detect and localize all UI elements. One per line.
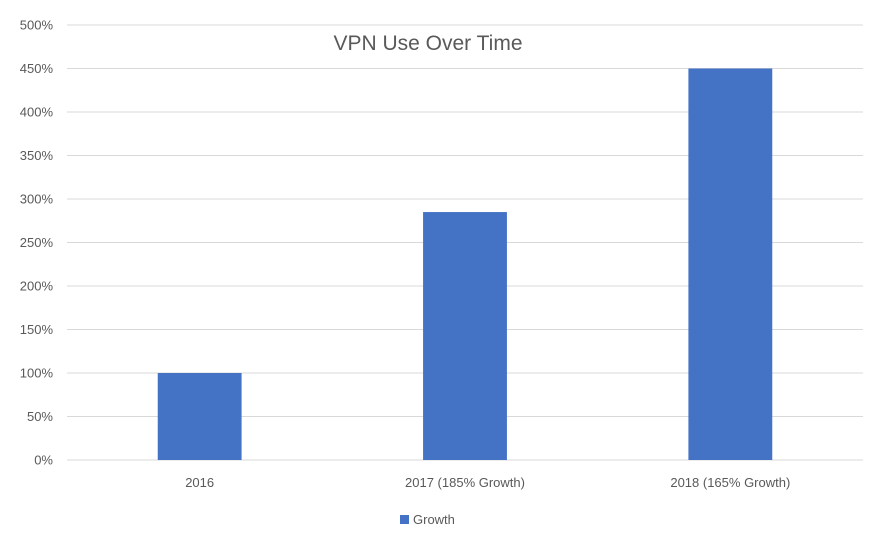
y-tick-label: 300% bbox=[20, 192, 54, 207]
legend-swatch bbox=[400, 515, 409, 524]
bar bbox=[423, 212, 507, 460]
legend-label-growth: Growth bbox=[413, 512, 455, 527]
x-axis-categories: 2016 2017 (185% Growth) 2018 (165% Growth) bbox=[185, 475, 790, 490]
bar bbox=[688, 68, 773, 460]
bars bbox=[157, 68, 773, 460]
y-tick-label: 100% bbox=[20, 366, 54, 381]
y-tick-label: 400% bbox=[20, 105, 54, 120]
y-axis-ticks: 0% 50% 100% 150% 200% 250% 300% 350% 400% 450% 500… bbox=[20, 18, 54, 468]
y-tick-label: 0% bbox=[34, 453, 53, 468]
y-tick-label: 350% bbox=[20, 148, 54, 163]
bar bbox=[157, 373, 242, 460]
y-tick-label: 200% bbox=[20, 279, 54, 294]
y-tick-label: 450% bbox=[20, 61, 54, 76]
x-category-label: 2018 (165% Growth) bbox=[670, 475, 790, 490]
x-category-label: 2016 bbox=[185, 475, 214, 490]
y-tick-label: 50% bbox=[27, 409, 53, 424]
x-category-label: 2017 (185% Growth) bbox=[405, 475, 525, 490]
legend: Growth bbox=[400, 512, 455, 527]
y-tick-label: 250% bbox=[20, 235, 54, 250]
chart-title: VPN Use Over Time bbox=[333, 32, 522, 55]
y-tick-label: 150% bbox=[20, 322, 54, 337]
y-tick-label: 500% bbox=[20, 18, 54, 33]
